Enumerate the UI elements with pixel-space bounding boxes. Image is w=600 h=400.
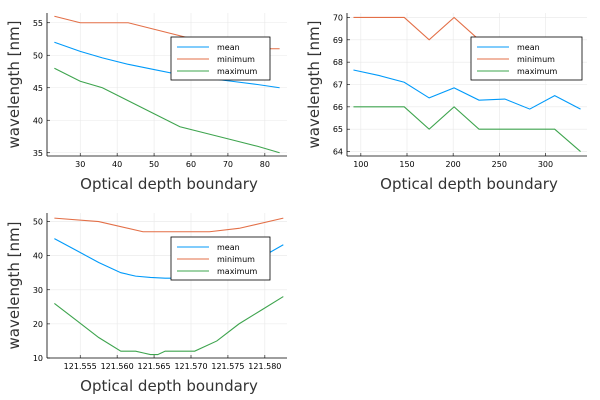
x-tick-label: 300	[538, 160, 553, 169]
y-tick-label: 35	[33, 149, 43, 158]
y-tick-label: 45	[33, 84, 43, 93]
legend-label-maximum: maximum	[517, 67, 558, 76]
legend: mean minimum maximum	[170, 36, 271, 81]
y-tick-label: 50	[33, 218, 43, 227]
chart-panel-2: 100 150 200 250 300 64 65 66 67 68 69 70 Optical dep…	[305, 13, 587, 193]
x-tick-label: 200	[446, 160, 461, 169]
chart-panel-3: 121.555 121.560 121.565 121.570 121.575 121.5…	[5, 213, 287, 395]
x-axis-label: Optical depth boundary	[380, 175, 558, 193]
chart-panel-1: 30 40 50 60 70 80 35 40 45 50 55 Optical depth boun…	[5, 13, 287, 193]
y-tick-label: 55	[33, 19, 43, 28]
legend: mean minimum maximum	[170, 236, 271, 281]
x-tick-label: 121.580	[248, 362, 281, 371]
y-tick-label: 70	[333, 13, 343, 22]
x-tick-label: 100	[353, 160, 368, 169]
y-tick-label: 67	[333, 81, 343, 90]
x-tick-label: 121.565	[138, 362, 171, 371]
x-axis-label: Optical depth boundary	[80, 377, 258, 395]
y-axis-label: wavelength [nm]	[5, 222, 23, 350]
series-line-maximum	[54, 67, 280, 154]
y-tick-label: 64	[333, 148, 343, 157]
y-tick-label: 40	[33, 252, 43, 261]
x-tick-label: 80	[260, 160, 270, 169]
y-tick-label: 66	[333, 103, 343, 112]
legend-label-mean: mean	[217, 243, 240, 252]
legend: mean minimum maximum	[470, 36, 583, 81]
y-tick-label: 20	[33, 320, 43, 329]
x-tick-label: 70	[223, 160, 233, 169]
x-axis-label: Optical depth boundary	[80, 175, 258, 193]
x-tick-label: 150	[399, 160, 414, 169]
x-tick-label: 60	[186, 160, 196, 169]
y-tick-label: 69	[333, 36, 343, 45]
x-tick-label: 250	[492, 160, 507, 169]
legend-label-minimum: minimum	[217, 255, 255, 264]
y-tick-label: 65	[333, 125, 343, 134]
legend-label-maximum: maximum	[217, 67, 258, 76]
y-tick-label: 68	[333, 58, 343, 67]
y-tick-label: 30	[33, 286, 43, 295]
y-tick-label: 10	[33, 354, 43, 363]
x-tick-label: 50	[149, 160, 159, 169]
series-line-maximum	[54, 296, 284, 356]
series-line-mean	[353, 69, 581, 110]
y-axis-label: wavelength [nm]	[305, 21, 323, 149]
legend-label-maximum: maximum	[217, 267, 258, 276]
x-tick-label: 121.575	[211, 362, 244, 371]
x-tick-label: 121.555	[64, 362, 97, 371]
legend-label-mean: mean	[517, 43, 540, 52]
legend-label-minimum: minimum	[517, 55, 555, 64]
y-tick-label: 50	[33, 51, 43, 60]
series-line-maximum	[353, 106, 581, 152]
y-tick-label: 40	[33, 116, 43, 125]
x-tick-label: 121.560	[101, 362, 134, 371]
series-line-mean	[54, 41, 280, 89]
y-axis-label: wavelength [nm]	[5, 21, 23, 149]
x-tick-label: 121.570	[174, 362, 207, 371]
series-line-minimum	[54, 217, 284, 233]
x-tick-label: 30	[75, 160, 85, 169]
x-tick-label: 40	[112, 160, 122, 169]
legend-label-minimum: minimum	[217, 55, 255, 64]
legend-label-mean: mean	[217, 43, 240, 52]
